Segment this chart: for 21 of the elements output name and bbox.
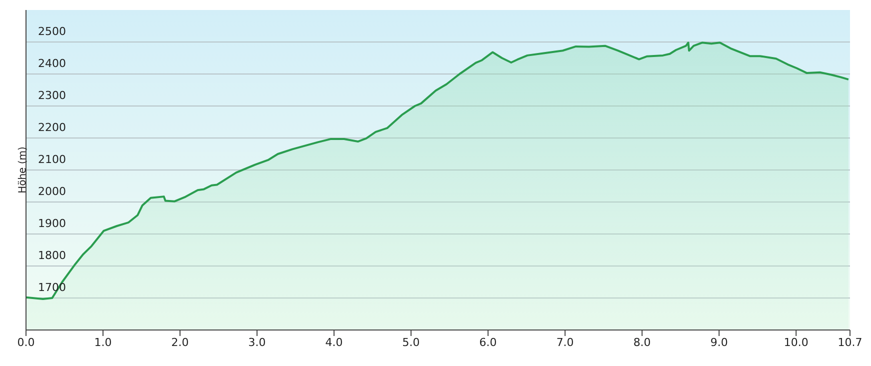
x-tick-label: 3.0: [248, 336, 266, 349]
y-tick-label: 2300: [38, 88, 66, 102]
y-tick-label: 1800: [38, 248, 66, 262]
y-tick-label: 1900: [38, 216, 66, 230]
x-tick-label: 4.0: [325, 336, 343, 349]
x-tick-label: 8.0: [633, 336, 651, 349]
x-tick-label: 5.0: [402, 336, 420, 349]
x-tick-label: 2.0: [171, 336, 189, 349]
x-tick-label: 1.0: [94, 336, 112, 349]
x-tick-label: 10.7: [838, 336, 862, 349]
y-tick-label: 2500: [38, 24, 66, 38]
x-tick-label: 10.0: [784, 336, 808, 349]
y-tick-label: 2200: [38, 120, 66, 134]
y-tick-label: 2000: [38, 184, 66, 198]
x-tick-label: 0.0: [17, 336, 35, 349]
x-tick-label: 6.0: [479, 336, 497, 349]
x-tick-label: 9.0: [710, 336, 728, 349]
y-tick-label: 2400: [38, 56, 66, 70]
y-axis-title: Höhe (m): [18, 146, 29, 194]
x-tick-label: 7.0: [556, 336, 574, 349]
y-tick-label: 2100: [38, 152, 66, 166]
